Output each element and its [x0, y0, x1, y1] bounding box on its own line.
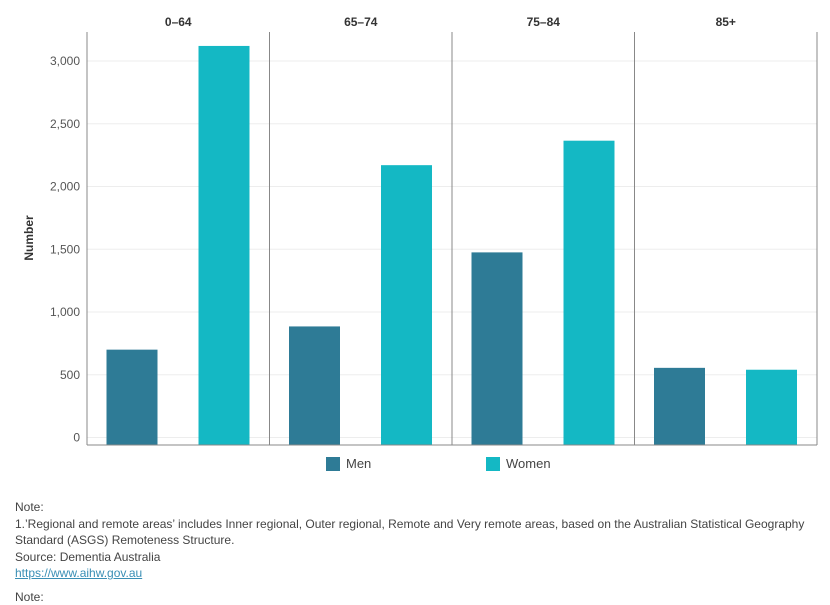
panel-title: 85+ — [716, 15, 736, 29]
bar-chart: 0 500 1,000 1,500 2,000 2,500 3,000 0–64 65–74 75… — [0, 0, 830, 450]
legend-swatch-women — [486, 457, 500, 471]
panel-title: 0–64 — [165, 15, 192, 29]
y-tick-label: 0 — [73, 431, 80, 445]
y-tick-label: 2,500 — [50, 117, 80, 131]
legend-item-women[interactable]: Women — [486, 456, 551, 471]
bar-women — [746, 370, 797, 445]
chart-notes: Note: 1.’Regional and remote areas’ incl… — [15, 499, 815, 605]
panel-title: 65–74 — [344, 15, 378, 29]
bar-women — [199, 46, 250, 445]
bar-women — [564, 141, 615, 445]
note-heading: Note: — [15, 499, 815, 516]
bar-men — [289, 326, 340, 445]
source-text: Source: Dementia Australia — [15, 549, 815, 566]
source-link[interactable]: https://www.aihw.gov.au — [15, 566, 142, 580]
legend-swatch-men — [326, 457, 340, 471]
legend-item-men[interactable]: Men — [326, 456, 371, 471]
y-tick-label: 2,000 — [50, 180, 80, 194]
legend: Men Women — [0, 456, 830, 474]
y-tick-label: 500 — [60, 368, 80, 382]
bar-men — [472, 252, 523, 445]
bar-men — [107, 350, 158, 445]
panel-title: 75–84 — [527, 15, 561, 29]
bar-women — [381, 165, 432, 445]
note-heading-2: Note: — [15, 589, 815, 605]
y-axis-label: Number — [22, 215, 36, 261]
legend-label-men: Men — [346, 456, 371, 471]
y-tick-label: 1,500 — [50, 242, 80, 256]
bar-men — [654, 368, 705, 445]
y-tick-label: 3,000 — [50, 54, 80, 68]
y-tick-label: 1,000 — [50, 305, 80, 319]
legend-label-women: Women — [506, 456, 551, 471]
note-text: 1.’Regional and remote areas’ includes I… — [15, 516, 815, 549]
